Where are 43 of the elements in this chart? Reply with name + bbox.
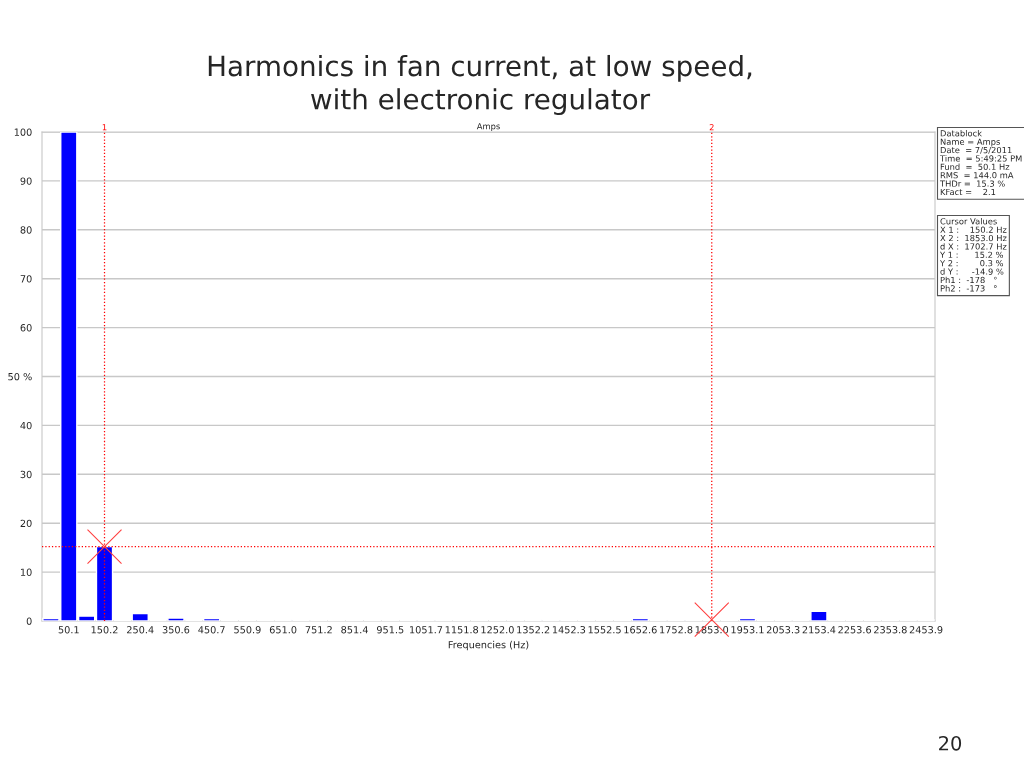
x-tick-label: 50.1 bbox=[58, 626, 79, 634]
x-tick-label: 1652.6 bbox=[624, 626, 657, 634]
x-tick-label: 2053.3 bbox=[766, 626, 800, 634]
x-tick-label: 2353.8 bbox=[874, 626, 907, 634]
x-axis-title: Frequencies (Hz) bbox=[448, 640, 529, 651]
x-tick-label: 350.6 bbox=[162, 626, 190, 634]
y-tick-label: 70 bbox=[20, 275, 32, 283]
text: 20 bbox=[939, 735, 962, 751]
ref-line-label: 2 bbox=[709, 124, 714, 131]
y-tick-label: 10 bbox=[20, 568, 32, 576]
chart-title: Harmonics in fan current, at low speed, with electronic regulator bbox=[208, 54, 752, 116]
y-tick-label: 90 bbox=[20, 177, 32, 185]
x-tick-label: 651.0 bbox=[269, 626, 297, 634]
chart-subtitle: Amps bbox=[476, 123, 500, 131]
text: Cursor Values X 1 : 150.2 Hz X 2 : 1853.0 Hz d X : 1702.7 Hz Y 1 : 15.2 % Y 2 : 0.3 % d Y : -14.9 % Ph1 : -178 ° Ph2 : -173 ° bbox=[939, 218, 1007, 292]
x-tick-label: 1352.2 bbox=[517, 626, 550, 634]
y-tick-label: 80 bbox=[20, 226, 32, 234]
x-tick-label: 1051.7 bbox=[410, 626, 443, 634]
x-tick-label: 2253.6 bbox=[838, 626, 872, 634]
ref-line-label: 1 bbox=[102, 124, 107, 131]
x-tick-label: 1252.0 bbox=[481, 626, 514, 634]
y-tick-label: 50 % bbox=[8, 372, 32, 381]
x-tick-label: 751.2 bbox=[305, 626, 332, 634]
x-tick-label: 1953.1 bbox=[731, 626, 764, 634]
x-tick-label: 1552.5 bbox=[588, 626, 621, 634]
x-tick-label: 1752.8 bbox=[660, 626, 693, 634]
y-tick-label: 0 bbox=[26, 617, 32, 625]
x-tick-label: 2453.9 bbox=[909, 626, 943, 634]
x-tick-label: 150.2 bbox=[91, 626, 118, 634]
x-tick-label: 1452.3 bbox=[552, 626, 586, 634]
y-tick-label: 40 bbox=[20, 421, 32, 430]
x-tick-label: 2153.4 bbox=[802, 626, 836, 634]
y-tick-label: 100 bbox=[14, 128, 32, 136]
text: Datablock Name = Amps Date = 7/5/2011 Time = 5:49:25 PM Fund = 50.1 Hz RMS = 144.0 mA THDr = 15.3 % KFact = 2.1 bbox=[939, 130, 1022, 196]
x-tick-label: 550.9 bbox=[234, 626, 261, 634]
y-tick-label: 30 bbox=[20, 470, 32, 479]
x-tick-label: 450.7 bbox=[198, 626, 225, 634]
x-tick-label: 851.4 bbox=[341, 626, 368, 634]
x-tick-label: 250.4 bbox=[127, 626, 154, 634]
x-tick-label: 951.5 bbox=[376, 626, 404, 634]
y-tick-label: 20 bbox=[20, 519, 32, 528]
y-tick-label: 60 bbox=[20, 324, 32, 332]
x-tick-label: 1151.8 bbox=[445, 626, 479, 634]
